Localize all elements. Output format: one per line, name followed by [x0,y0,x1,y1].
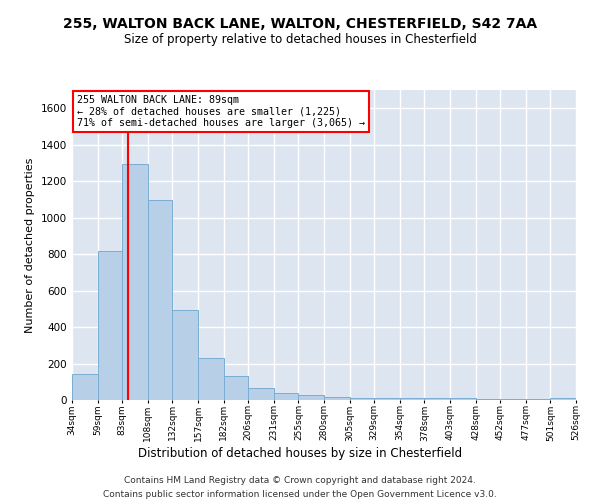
Bar [98,252,122,400]
Bar [374,398,400,400]
Bar [550,398,576,400]
Bar [450,398,476,400]
Bar [476,399,500,400]
Text: Contains HM Land Registry data © Crown copyright and database right 2024.: Contains HM Land Registry data © Crown c… [124,476,476,485]
Bar [72,374,98,400]
Bar [424,398,450,400]
Bar [224,376,248,400]
Bar [274,392,298,400]
Y-axis label: Number of detached properties: Number of detached properties [25,158,35,332]
Text: Size of property relative to detached houses in Chesterfield: Size of property relative to detached ho… [124,32,476,46]
Bar [298,395,324,400]
Bar [324,398,350,400]
Bar [500,399,526,400]
Bar [350,398,374,400]
Bar [248,388,274,400]
Text: Contains public sector information licensed under the Open Government Licence v3: Contains public sector information licen… [103,490,497,499]
Text: 255 WALTON BACK LANE: 89sqm
← 28% of detached houses are smaller (1,225)
71% of : 255 WALTON BACK LANE: 89sqm ← 28% of det… [77,94,365,128]
Bar [172,310,198,400]
Bar [526,399,550,400]
Text: Distribution of detached houses by size in Chesterfield: Distribution of detached houses by size … [138,448,462,460]
Text: 255, WALTON BACK LANE, WALTON, CHESTERFIELD, S42 7AA: 255, WALTON BACK LANE, WALTON, CHESTERFI… [63,18,537,32]
Bar [148,200,172,400]
Bar [400,398,424,400]
Bar [198,358,224,400]
Bar [122,164,148,400]
